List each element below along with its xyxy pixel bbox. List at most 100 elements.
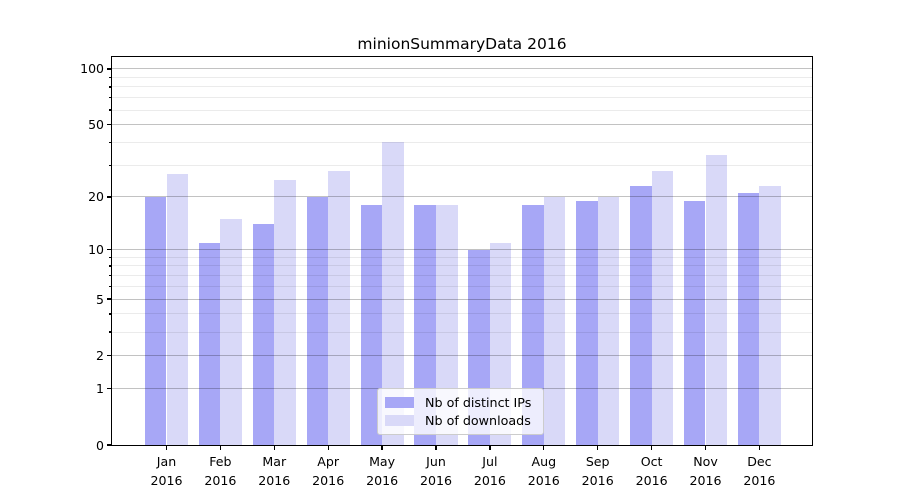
x-tick-mark <box>273 445 275 450</box>
x-tick-month: Apr <box>317 454 340 469</box>
gridline-minor <box>112 331 812 333</box>
gridline-major <box>112 354 812 356</box>
y-tick-label: 5 <box>96 291 104 307</box>
x-tick-mark <box>597 445 599 450</box>
y-tick-label: 50 <box>88 117 104 133</box>
bar-aug-downloads <box>543 196 566 445</box>
y-tick-label: 10 <box>88 242 104 258</box>
bar-jan-distinct-ips <box>144 196 167 445</box>
bar-may-downloads <box>382 142 404 445</box>
x-tick-mark <box>165 445 168 450</box>
bar-apr-downloads <box>328 170 350 445</box>
bar-aug-distinct-ips <box>522 205 544 445</box>
x-tick-mark <box>435 445 437 450</box>
gridline-major <box>112 249 812 251</box>
y-tick-label: 1 <box>96 381 104 397</box>
x-tick-year: 2016 <box>473 473 506 488</box>
bar-mar-downloads <box>274 179 296 445</box>
x-tick-mark <box>381 445 383 450</box>
y-tick-mark <box>107 196 112 198</box>
bar-dec-downloads <box>759 186 781 445</box>
x-tick-year: 2016 <box>689 473 722 488</box>
x-tick-label: Jul 2016 <box>462 452 518 490</box>
legend-label: Nb of distinct IPs <box>425 394 532 410</box>
gridline-minor <box>112 256 812 258</box>
y-tick-mark-minor <box>109 97 112 99</box>
legend-swatch-downloads <box>385 415 414 426</box>
legend-item-downloads: Nb of downloads <box>385 412 536 428</box>
bar-sep-distinct-ips <box>576 200 598 445</box>
x-tick-mark <box>543 445 545 450</box>
gridline-minor <box>112 97 812 99</box>
x-tick-mark <box>489 445 491 450</box>
bar-oct-distinct-ips <box>630 186 652 445</box>
x-tick-label: Mar 2016 <box>246 452 302 490</box>
y-tick-mark-minor <box>109 76 112 79</box>
x-tick-month: Aug <box>531 454 557 469</box>
x-tick-label: Aug 2016 <box>516 452 572 490</box>
y-tick-label: 20 <box>88 189 104 205</box>
x-tick-mark <box>704 445 707 450</box>
y-tick-label: 2 <box>96 347 104 363</box>
x-tick-month: Nov <box>693 454 718 469</box>
x-tick-mark <box>650 445 653 450</box>
y-tick-mark-minor <box>109 285 112 288</box>
x-tick-label: Apr 2016 <box>300 452 356 490</box>
y-tick-mark <box>107 298 112 300</box>
y-tick-label: 100 <box>80 61 104 77</box>
gridline-major <box>112 298 812 300</box>
gridline-major <box>112 196 812 198</box>
bar-dec-distinct-ips <box>737 193 760 445</box>
x-tick-year: 2016 <box>312 473 345 488</box>
x-tick-month: Feb <box>209 454 232 469</box>
x-tick-month: Jul <box>482 454 498 469</box>
plot-area: Nb of distinct IPs Nb of downloads 0 1 2 5 10… <box>80 56 813 488</box>
y-tick-mark-minor <box>109 331 112 333</box>
y-tick-mark <box>107 68 112 70</box>
gridline-minor <box>112 86 812 88</box>
x-tick-label: Jan 2016 <box>139 452 195 490</box>
bar-jan-downloads <box>166 173 189 445</box>
y-tick-mark <box>107 124 112 126</box>
x-tick-label: Jun 2016 <box>408 452 464 490</box>
chart-title: minionSummaryData 2016 <box>357 35 567 53</box>
gridline-minor <box>112 76 812 78</box>
legend-item-distinct-ips: Nb of distinct IPs <box>385 394 536 410</box>
gridline-minor <box>112 164 812 166</box>
bar-oct-downloads <box>651 170 674 445</box>
x-tick-month: Oct <box>640 454 663 469</box>
x-tick-year: 2016 <box>527 473 560 488</box>
bar-feb-distinct-ips <box>198 242 221 445</box>
x-tick-year: 2016 <box>581 473 614 488</box>
bar-nov-distinct-ips <box>683 200 706 445</box>
bar-nov-downloads <box>705 155 728 445</box>
legend-label: Nb of downloads <box>425 412 531 428</box>
bar-sep-downloads <box>597 196 620 445</box>
y-tick-mark-minor <box>109 141 112 144</box>
y-tick-mark-minor <box>109 256 112 259</box>
gridline-minor <box>112 285 812 287</box>
y-tick-mark-minor <box>109 265 112 267</box>
x-tick-month: Dec <box>747 454 772 469</box>
x-tick-year: 2016 <box>150 473 183 488</box>
x-tick-year: 2016 <box>635 473 668 488</box>
legend-swatch-distinct-ips <box>385 397 414 408</box>
x-tick-label: Dec 2016 <box>731 452 787 490</box>
x-tick-mark <box>758 445 761 450</box>
y-tick-mark <box>107 387 112 390</box>
gridline-minor <box>112 275 812 277</box>
x-tick-month: May <box>369 454 396 469</box>
gridline-major <box>112 68 812 70</box>
x-tick-label: Feb 2016 <box>192 452 248 490</box>
y-tick-mark-minor <box>109 109 112 111</box>
x-tick-year: 2016 <box>419 473 453 488</box>
x-tick-month: Mar <box>262 454 287 469</box>
x-tick-month: Sep <box>585 454 610 469</box>
x-tick-label: Sep 2016 <box>570 452 626 490</box>
y-tick-mark-minor <box>109 274 112 277</box>
y-tick-mark <box>107 444 112 446</box>
y-tick-mark-minor <box>109 164 112 166</box>
bar-mar-distinct-ips <box>252 224 275 445</box>
x-tick-month: Jan <box>156 454 177 469</box>
